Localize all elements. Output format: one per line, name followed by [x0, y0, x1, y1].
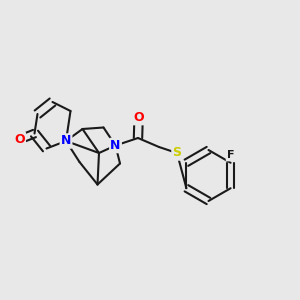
- Text: N: N: [110, 139, 121, 152]
- Text: S: S: [172, 146, 182, 160]
- Text: N: N: [61, 134, 71, 148]
- Text: O: O: [14, 133, 25, 146]
- Text: F: F: [227, 150, 234, 160]
- Text: O: O: [133, 111, 144, 124]
